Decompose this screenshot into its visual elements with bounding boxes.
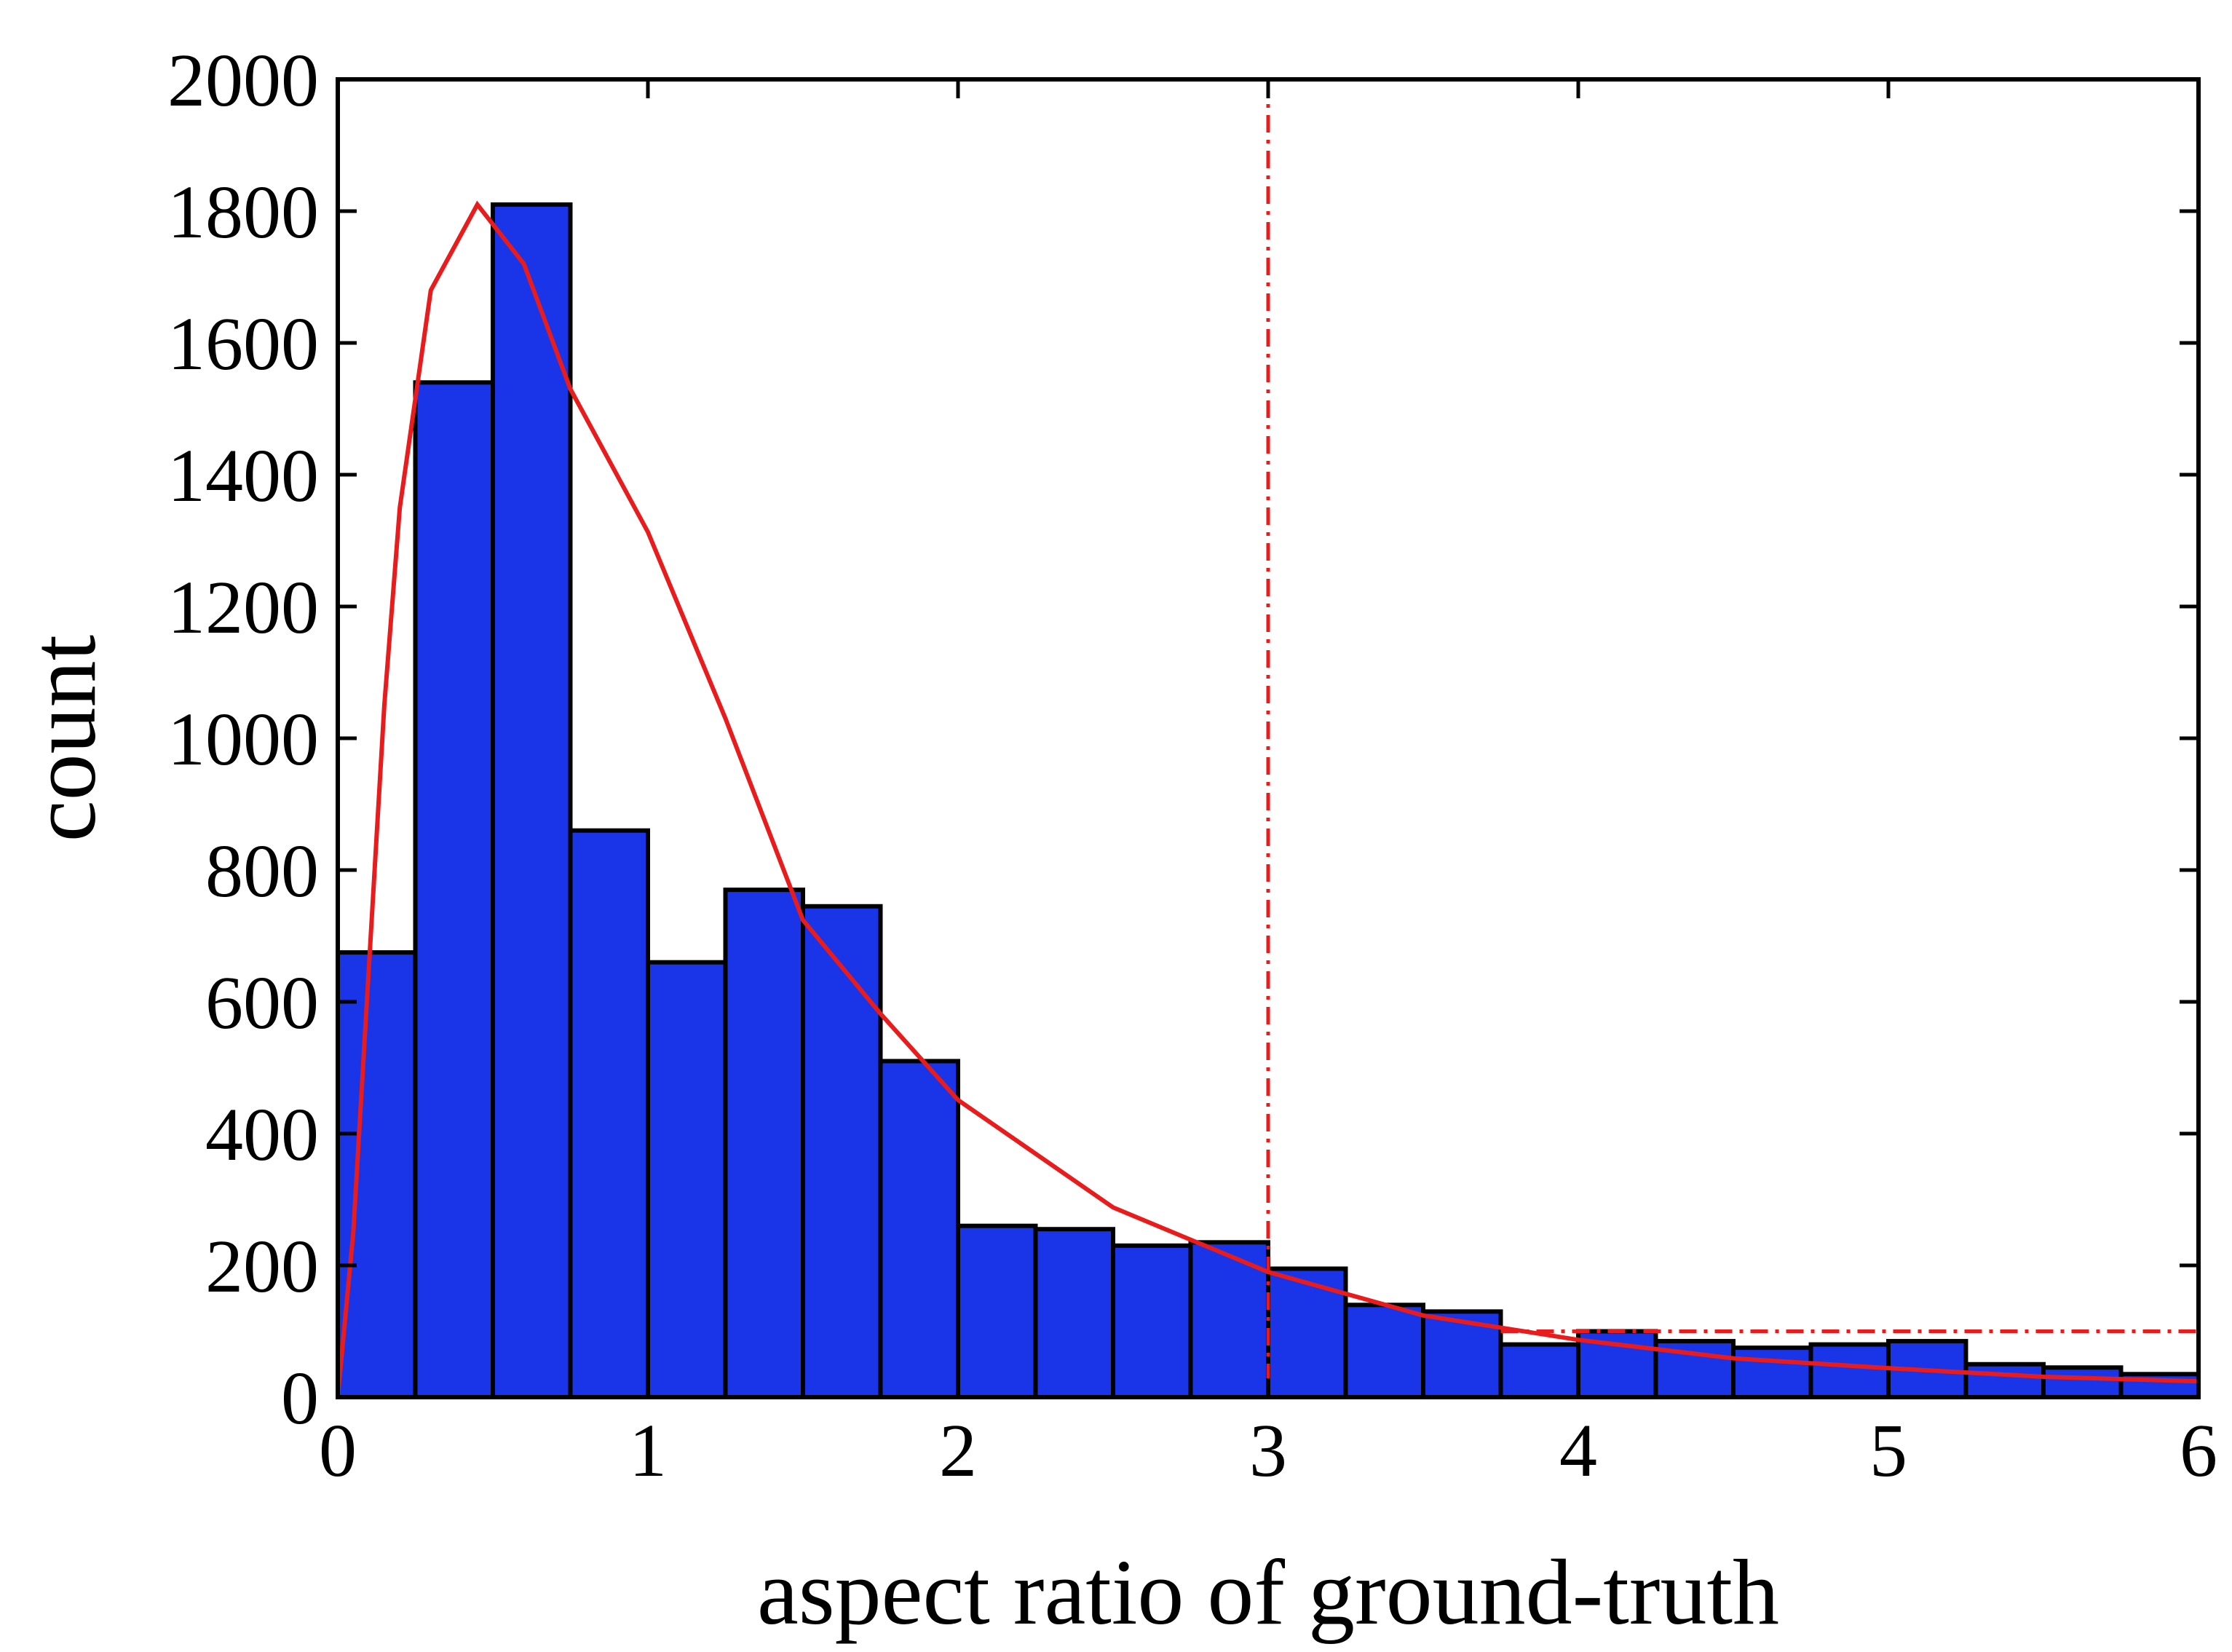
bar [1808,1342,1891,1399]
y-tick-label: 400 [205,1093,319,1177]
bar [801,904,883,1399]
y-tick-label: 1600 [167,302,319,386]
x-tick-label: 0 [319,1409,357,1493]
bar [646,960,728,1399]
y-tick-label: 0 [281,1356,319,1440]
bar [1731,1345,1813,1399]
x-tick-label: 6 [2180,1409,2217,1493]
bar [1266,1266,1348,1400]
bar [568,828,650,1399]
x-tick-label: 2 [939,1409,977,1493]
x-tick-label: 3 [1249,1409,1287,1493]
bar [878,1059,960,1399]
bar [1963,1361,2046,1399]
y-tick-label: 2000 [167,39,319,122]
bar [413,380,495,1399]
x-tick-label: 1 [629,1409,667,1493]
bar [2041,1365,2124,1400]
bar [491,202,573,1400]
bar [336,950,418,1399]
x-tick-label: 4 [1559,1409,1597,1493]
bar [956,1223,1038,1399]
y-axis-title: count [12,635,115,842]
y-tick-label: 200 [205,1225,319,1308]
fit-curve [336,200,2199,1398]
y-tick-label: 600 [205,961,319,1045]
bar [1498,1342,1580,1399]
bar [1033,1227,1115,1399]
x-axis-title: aspect ratio of ground-truth [757,1541,1779,1644]
y-tick-label: 1200 [167,566,319,649]
y-tick-label: 1400 [167,434,319,518]
bar [1343,1303,1425,1400]
y-tick-label: 1800 [167,170,319,254]
bar [1111,1243,1193,1399]
y-tick-label: 800 [205,829,319,913]
bar [723,888,805,1399]
y-tick-label: 1000 [167,697,319,781]
x-tick-label: 5 [1869,1409,1907,1493]
